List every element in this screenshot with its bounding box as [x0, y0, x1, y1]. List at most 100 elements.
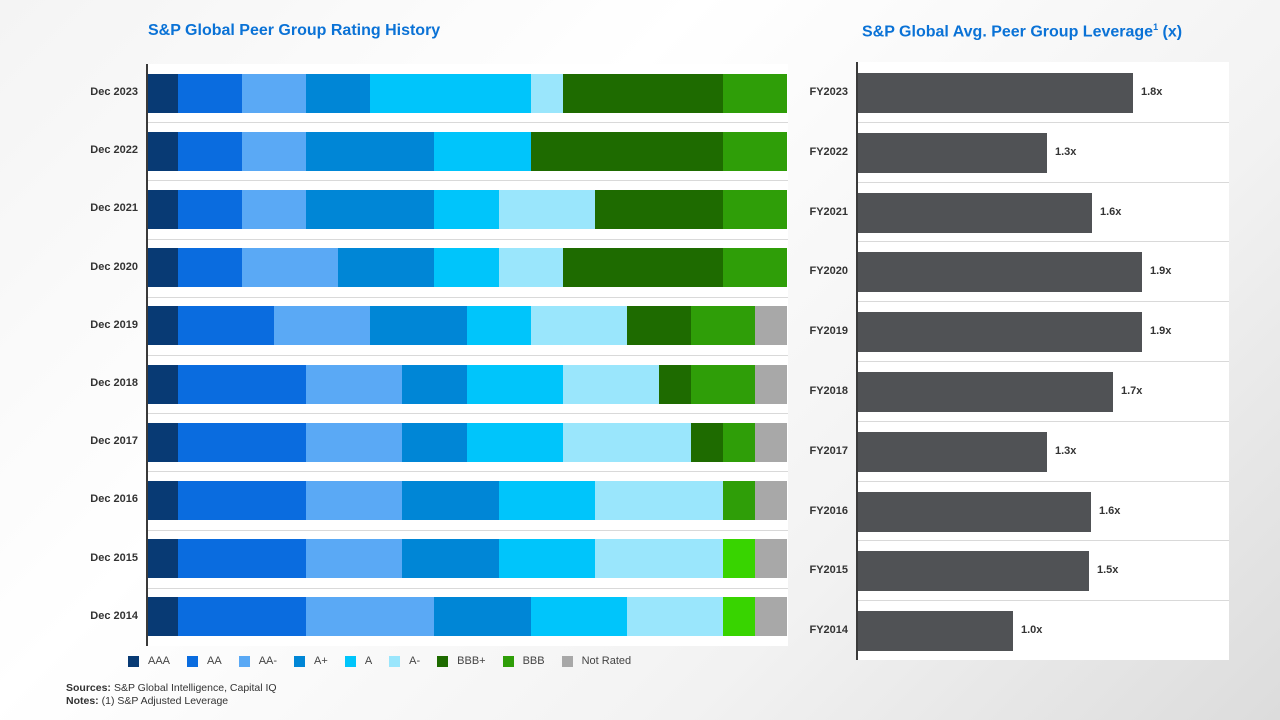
rating-bar-segment [178, 597, 306, 636]
legend-label: AA [207, 655, 222, 667]
category-label: FY2018 [809, 385, 848, 397]
rating-bar-segment [755, 539, 787, 578]
rating-bar-segment [723, 423, 755, 462]
rating-bar-segment [402, 365, 467, 404]
legend-item: Not Rated [561, 655, 631, 667]
rating-bar-segment [467, 365, 563, 404]
leverage-data-label: 1.3x [1055, 445, 1077, 457]
rating-bar-segment [306, 539, 402, 578]
legend-swatch [344, 655, 356, 667]
rating-bar-segment [499, 481, 595, 520]
rating-bar-segment [370, 74, 531, 113]
rating-bar-segment [402, 423, 467, 462]
rating-bar-segment [306, 481, 402, 520]
rating-bar-segment [531, 132, 723, 171]
legend-item: BBB [502, 655, 545, 667]
leverage-data-label: 1.6x [1100, 206, 1122, 218]
legend-item: AA [187, 655, 222, 667]
footnotes: Sources: S&P Global Intelligence, Capital… [66, 682, 277, 708]
leverage-data-label: 1.7x [1121, 385, 1143, 397]
rating-bar-segment [563, 74, 723, 113]
leverage-title-text: S&P Global Avg. Peer Group Leverage [862, 23, 1154, 41]
rating-bar-segment [242, 74, 306, 113]
rating-bar-segment [434, 190, 499, 229]
rating-bar-segment [563, 248, 723, 287]
rating-bar-segment [723, 539, 755, 578]
rating-bar-segment [723, 248, 787, 287]
row-separator [856, 182, 1229, 183]
leverage-bar [858, 312, 1142, 352]
leverage-bar [858, 611, 1013, 651]
legend-swatch [238, 655, 250, 667]
leverage-data-label: 1.0x [1021, 624, 1043, 636]
rating-bar-segment [178, 132, 242, 171]
leverage-axis [856, 62, 858, 660]
row-separator [856, 540, 1229, 541]
rating-bar-segment [531, 597, 627, 636]
rating-bar-segment [338, 248, 434, 287]
row-separator [146, 297, 788, 298]
category-label: Dec 2021 [90, 202, 138, 215]
rating-bar-segment [178, 190, 242, 229]
rating-bar-segment [723, 132, 787, 171]
leverage-bar [858, 432, 1047, 472]
rating-bar-segment [691, 423, 723, 462]
rating-history-axis [146, 64, 148, 646]
rating-bar-segment [146, 132, 178, 171]
notes-text: (1) S&P Adjusted Leverage [101, 695, 229, 707]
rating-bar-segment [146, 481, 178, 520]
rating-bar-segment [306, 597, 434, 636]
legend-label: AAA [148, 655, 171, 667]
rating-legend: AAA AA AA- A+ A A- BBB+ BBB Not Rated [128, 654, 648, 668]
legend-swatch [561, 655, 573, 667]
category-label: Dec 2018 [90, 377, 138, 389]
sources-line: Sources: S&P Global Intelligence, Capital… [66, 682, 277, 695]
row-separator [146, 355, 788, 356]
row-separator [146, 530, 788, 531]
row-separator [146, 588, 788, 589]
legend-swatch [187, 655, 199, 667]
legend-swatch [294, 655, 306, 667]
legend-label: BBB+ [457, 655, 486, 667]
leverage-title: S&P Global Avg. Peer Group Leverage1 (x) [862, 22, 1182, 41]
rating-bar-segment [178, 481, 306, 520]
notes-line: Notes: (1) S&P Adjusted Leverage [66, 695, 277, 708]
category-label: FY2016 [809, 504, 848, 517]
legend-label: A- [409, 655, 421, 667]
category-label: FY2021 [809, 205, 848, 218]
row-separator [146, 239, 788, 240]
leverage-bar [858, 492, 1091, 532]
rating-bar-segment [467, 423, 563, 462]
rating-bar-segment [146, 597, 178, 636]
leverage-title-superscript: 1 [1153, 22, 1159, 32]
legend-swatch [128, 655, 139, 667]
rating-bar-segment [499, 190, 595, 229]
row-separator [856, 122, 1229, 123]
rating-bar-segment [178, 423, 306, 462]
sources-text: S&P Global Intelligence, Capital IQ [113, 682, 277, 694]
rating-bar-segment [434, 597, 531, 636]
category-label: Dec 2016 [90, 493, 138, 506]
rating-bar-segment [434, 248, 499, 287]
legend-label: BBB [522, 655, 545, 667]
leverage-bar [858, 372, 1113, 412]
rating-bar-segment [755, 597, 787, 636]
row-separator [146, 122, 788, 123]
rating-bar-segment [627, 597, 723, 636]
rating-bar-segment [755, 481, 787, 520]
rating-bar-segment [178, 248, 242, 287]
notes-label: Notes: [66, 695, 99, 707]
category-label: Dec 2022 [90, 144, 138, 157]
rating-bar-segment [434, 132, 531, 171]
row-separator [856, 421, 1229, 422]
legend-item: BBB+ [437, 655, 486, 667]
rating-bar-segment [691, 365, 755, 404]
leverage-bar [858, 133, 1047, 173]
rating-bar-segment [755, 365, 787, 404]
row-separator [856, 361, 1229, 362]
category-label: FY2017 [809, 444, 848, 457]
category-label: FY2014 [809, 624, 848, 637]
rating-bar-segment [178, 365, 306, 404]
category-label: FY2022 [809, 145, 848, 158]
category-label: Dec 2014 [90, 609, 138, 622]
